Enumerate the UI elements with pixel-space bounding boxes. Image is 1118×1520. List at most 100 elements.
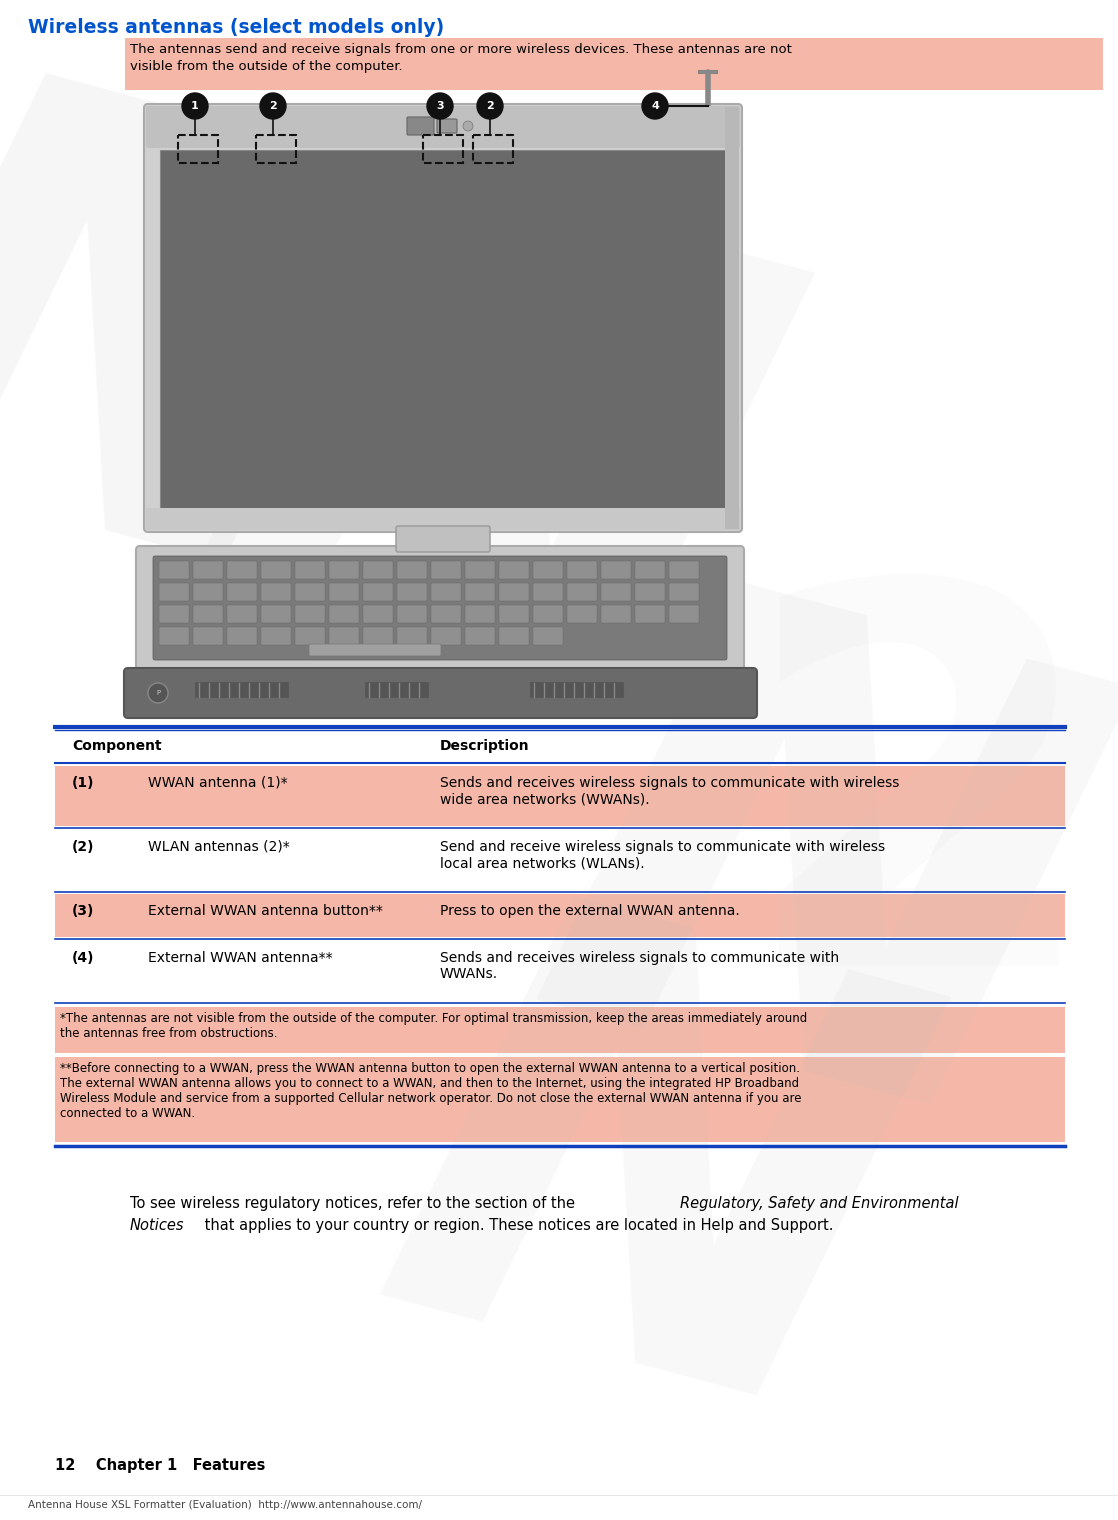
FancyBboxPatch shape [193,584,222,600]
FancyBboxPatch shape [530,682,624,698]
Text: (4): (4) [72,952,95,965]
Text: (1): (1) [72,777,95,790]
Text: The antennas send and receive signals from one or more wireless devices. These a: The antennas send and receive signals fr… [130,43,792,56]
FancyBboxPatch shape [363,561,394,579]
Text: External WWAN antenna**: External WWAN antenna** [148,952,333,965]
FancyBboxPatch shape [146,508,740,530]
FancyBboxPatch shape [533,584,563,600]
Text: 2: 2 [269,100,277,111]
FancyBboxPatch shape [635,605,665,623]
Circle shape [477,93,503,119]
FancyBboxPatch shape [159,561,189,579]
FancyBboxPatch shape [124,667,757,717]
FancyBboxPatch shape [193,605,222,623]
FancyBboxPatch shape [397,561,427,579]
FancyBboxPatch shape [465,584,495,600]
FancyBboxPatch shape [499,626,529,644]
Text: (2): (2) [72,841,95,854]
Text: 3: 3 [436,100,444,111]
FancyBboxPatch shape [432,561,461,579]
FancyBboxPatch shape [160,150,726,511]
FancyBboxPatch shape [227,626,257,644]
Text: Send and receive wireless signals to communicate with wireless
local area networ: Send and receive wireless signals to com… [440,841,885,869]
FancyBboxPatch shape [159,584,189,600]
FancyBboxPatch shape [397,584,427,600]
Text: Component: Component [72,739,162,752]
Text: N: N [334,857,966,1520]
Text: 12    Chapter 1   Features: 12 Chapter 1 Features [55,1458,265,1473]
FancyBboxPatch shape [432,584,461,600]
FancyBboxPatch shape [567,605,597,623]
FancyBboxPatch shape [567,561,597,579]
Text: N: N [489,540,1118,1260]
Text: WWAN antenna (1)*: WWAN antenna (1)* [148,777,287,790]
Text: Regulatory, Safety and Environmental: Regulatory, Safety and Environmental [680,1196,958,1211]
FancyBboxPatch shape [499,605,529,623]
FancyBboxPatch shape [260,561,291,579]
Text: Sends and receives wireless signals to communicate with
WWANs.: Sends and receives wireless signals to c… [440,952,840,982]
FancyBboxPatch shape [136,546,743,673]
FancyBboxPatch shape [437,119,457,134]
FancyBboxPatch shape [295,605,325,623]
FancyBboxPatch shape [55,766,1065,825]
FancyBboxPatch shape [193,626,222,644]
Text: Wireless antennas (select models only): Wireless antennas (select models only) [28,18,444,36]
Text: **Before connecting to a WWAN, press the WWAN antenna button to open the externa: **Before connecting to a WWAN, press the… [60,1062,802,1120]
FancyBboxPatch shape [363,605,394,623]
FancyBboxPatch shape [309,644,440,657]
FancyBboxPatch shape [601,584,631,600]
Text: 2: 2 [486,100,494,111]
FancyBboxPatch shape [125,38,1103,90]
FancyBboxPatch shape [669,605,699,623]
FancyBboxPatch shape [55,894,1065,936]
FancyBboxPatch shape [363,584,394,600]
FancyBboxPatch shape [465,605,495,623]
FancyBboxPatch shape [364,682,429,698]
Text: Notices: Notices [130,1218,184,1233]
FancyBboxPatch shape [159,626,189,644]
FancyBboxPatch shape [432,626,461,644]
FancyBboxPatch shape [635,561,665,579]
FancyBboxPatch shape [724,106,739,529]
FancyBboxPatch shape [329,584,359,600]
FancyBboxPatch shape [260,584,291,600]
Text: Press to open the external WWAN antenna.: Press to open the external WWAN antenna. [440,904,740,918]
FancyBboxPatch shape [363,626,394,644]
Text: (3): (3) [72,904,94,918]
FancyBboxPatch shape [146,106,740,147]
Text: 2: 2 [737,564,1103,1076]
FancyBboxPatch shape [55,1056,1065,1142]
FancyBboxPatch shape [499,561,529,579]
Text: Antenna House XSL Formatter (Evaluation)  http://www.antennahouse.com/: Antenna House XSL Formatter (Evaluation)… [28,1500,421,1509]
FancyBboxPatch shape [432,605,461,623]
FancyBboxPatch shape [195,682,288,698]
FancyBboxPatch shape [295,561,325,579]
FancyBboxPatch shape [329,605,359,623]
FancyBboxPatch shape [635,584,665,600]
Circle shape [182,93,208,119]
FancyBboxPatch shape [533,605,563,623]
Circle shape [427,93,453,119]
FancyBboxPatch shape [260,626,291,644]
FancyBboxPatch shape [567,584,597,600]
Text: *The antennas are not visible from the outside of the computer. For optimal tran: *The antennas are not visible from the o… [60,1012,807,1040]
FancyBboxPatch shape [329,626,359,644]
FancyBboxPatch shape [499,584,529,600]
Text: 4: 4 [651,100,659,111]
FancyBboxPatch shape [260,605,291,623]
Text: that applies to your country or region. These notices are located in Help and Su: that applies to your country or region. … [200,1218,834,1233]
Circle shape [260,93,286,119]
Text: Sends and receives wireless signals to communicate with wireless
wide area netwo: Sends and receives wireless signals to c… [440,777,899,806]
Circle shape [463,122,473,131]
Text: To see wireless regulatory notices, refer to the section of the: To see wireless regulatory notices, refe… [130,1196,579,1211]
FancyBboxPatch shape [465,561,495,579]
FancyBboxPatch shape [295,584,325,600]
FancyBboxPatch shape [227,584,257,600]
Text: Description: Description [440,739,530,752]
FancyBboxPatch shape [295,626,325,644]
FancyBboxPatch shape [397,626,427,644]
FancyBboxPatch shape [669,584,699,600]
FancyBboxPatch shape [193,561,222,579]
Circle shape [148,682,168,702]
FancyBboxPatch shape [159,605,189,623]
